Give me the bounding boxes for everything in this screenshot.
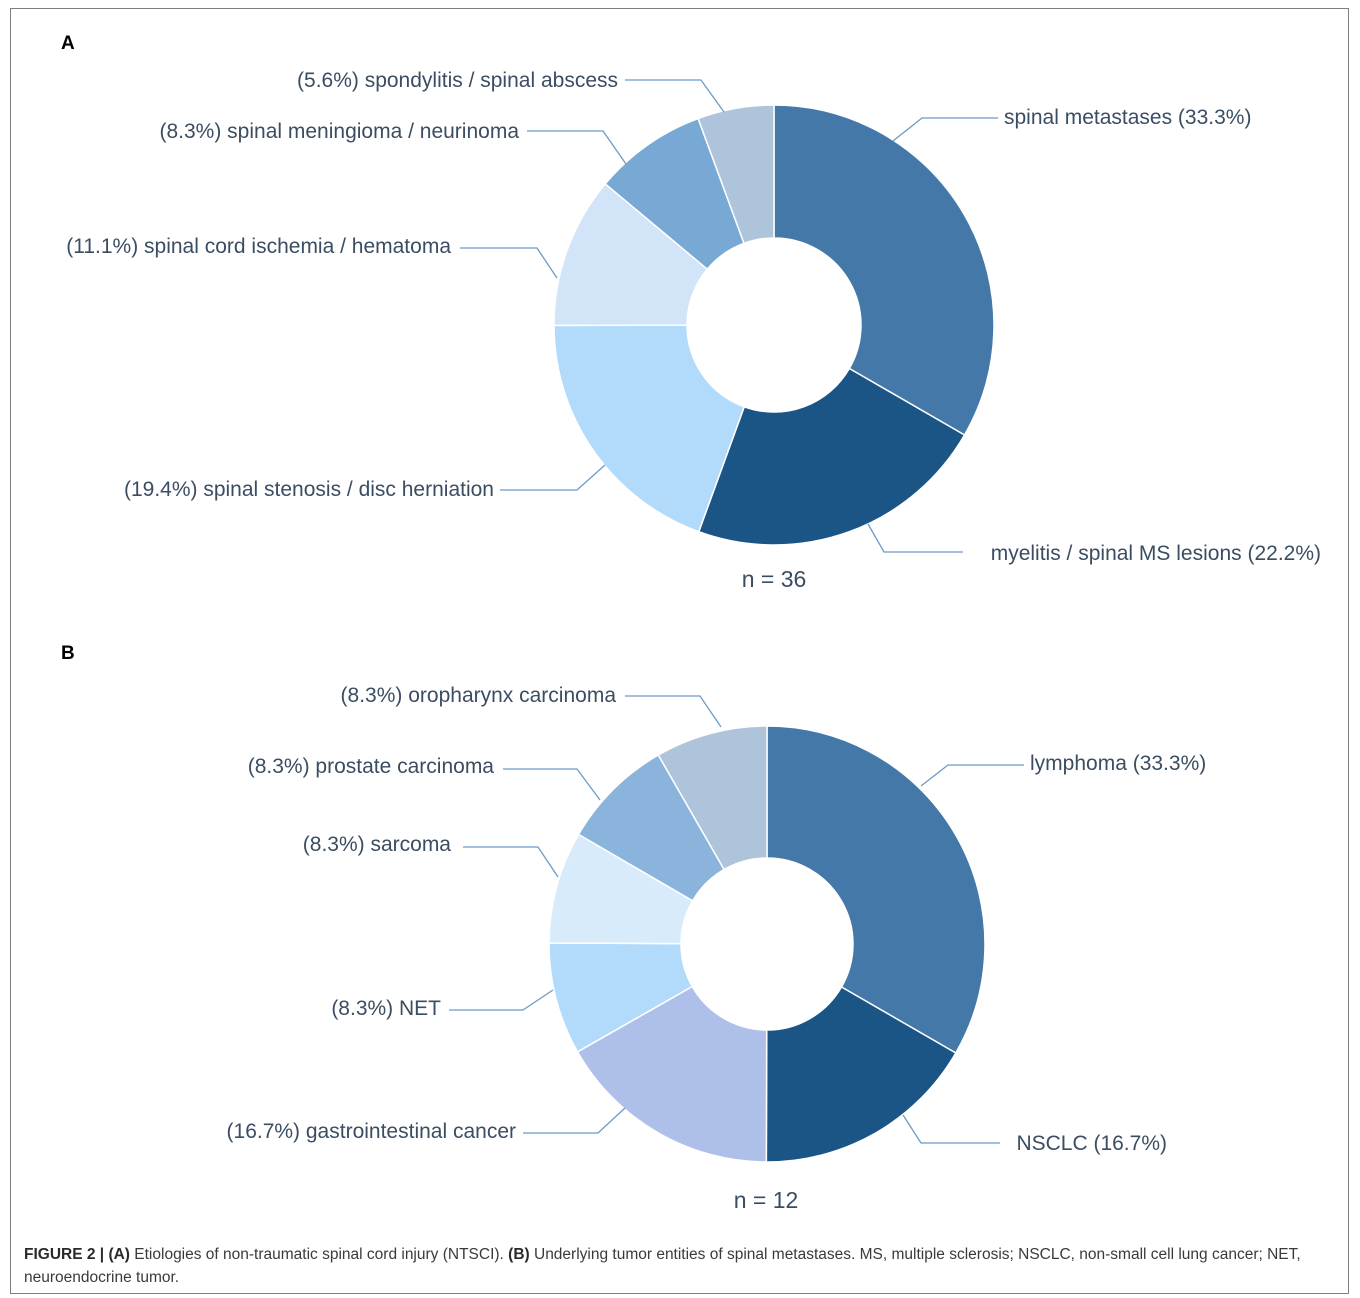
caption-b-marker: (B)	[508, 1246, 530, 1263]
n-label-a: n = 36	[742, 566, 807, 592]
donut-chart-a: spinal metastases (33.3%) myelitis / spin…	[66, 69, 1321, 565]
panel-letter-a: A	[61, 33, 75, 54]
panel-letter-b: B	[61, 643, 75, 664]
slice-label-b-7: (8.3%) oropharynx carcinoma	[341, 684, 617, 707]
slice-label-a-3: (19.4%) spinal stenosis / disc herniatio…	[124, 478, 494, 501]
caption-figure-number: FIGURE 2 |	[24, 1246, 104, 1263]
slice-label-a-4: (11.1%) spinal cord ischemia / hematoma	[66, 235, 451, 258]
leader-line-b-6	[503, 769, 600, 800]
figure-caption: FIGURE 2 | (A) Etiologies of non-traumat…	[24, 1243, 1336, 1289]
caption-a-marker: (A)	[108, 1246, 130, 1263]
leader-line-b-5	[463, 847, 558, 877]
leader-line-a-3	[500, 465, 605, 490]
slice-label-a-1: spinal metastases (33.3%)	[1004, 106, 1251, 129]
leader-line-b-1	[921, 765, 1024, 786]
donut-slice-b-1	[767, 726, 985, 1053]
slice-label-a-5: (8.3%) spinal meningioma / neurinoma	[159, 120, 519, 143]
slice-label-b-1: lymphoma (33.3%)	[1030, 752, 1206, 775]
leader-line-a-5	[527, 131, 626, 164]
leader-line-b-3	[523, 1108, 625, 1133]
slice-label-b-2: NSCLC (16.7%)	[1016, 1132, 1167, 1155]
n-label-b: n = 12	[734, 1187, 799, 1213]
donut-slice-a-1	[774, 105, 994, 435]
caption-a-text: Etiologies of non-traumatic spinal cord …	[130, 1246, 508, 1263]
slice-label-a-6: (5.6%) spondylitis / spinal abscess	[297, 69, 618, 92]
donut-chart-b: lymphoma (33.3%) NSCLC (16.7%) (16.7%) gas…	[227, 684, 1207, 1162]
leader-line-b-2	[903, 1115, 1000, 1143]
slice-label-b-4: (8.3%) NET	[331, 997, 441, 1020]
leader-line-b-7	[625, 696, 721, 727]
slice-label-b-3: (16.7%) gastrointestinal cancer	[227, 1120, 516, 1143]
leader-line-a-2	[868, 524, 963, 552]
slice-label-b-6: (8.3%) prostate carcinoma	[248, 755, 495, 778]
leader-line-a-6	[625, 80, 724, 112]
leader-line-a-1	[893, 118, 998, 141]
leader-line-a-4	[460, 248, 557, 278]
slice-label-b-5: (8.3%) sarcoma	[303, 833, 452, 856]
slice-label-a-2: myelitis / spinal MS lesions (22.2%)	[991, 542, 1321, 565]
leader-line-b-4	[449, 990, 553, 1010]
